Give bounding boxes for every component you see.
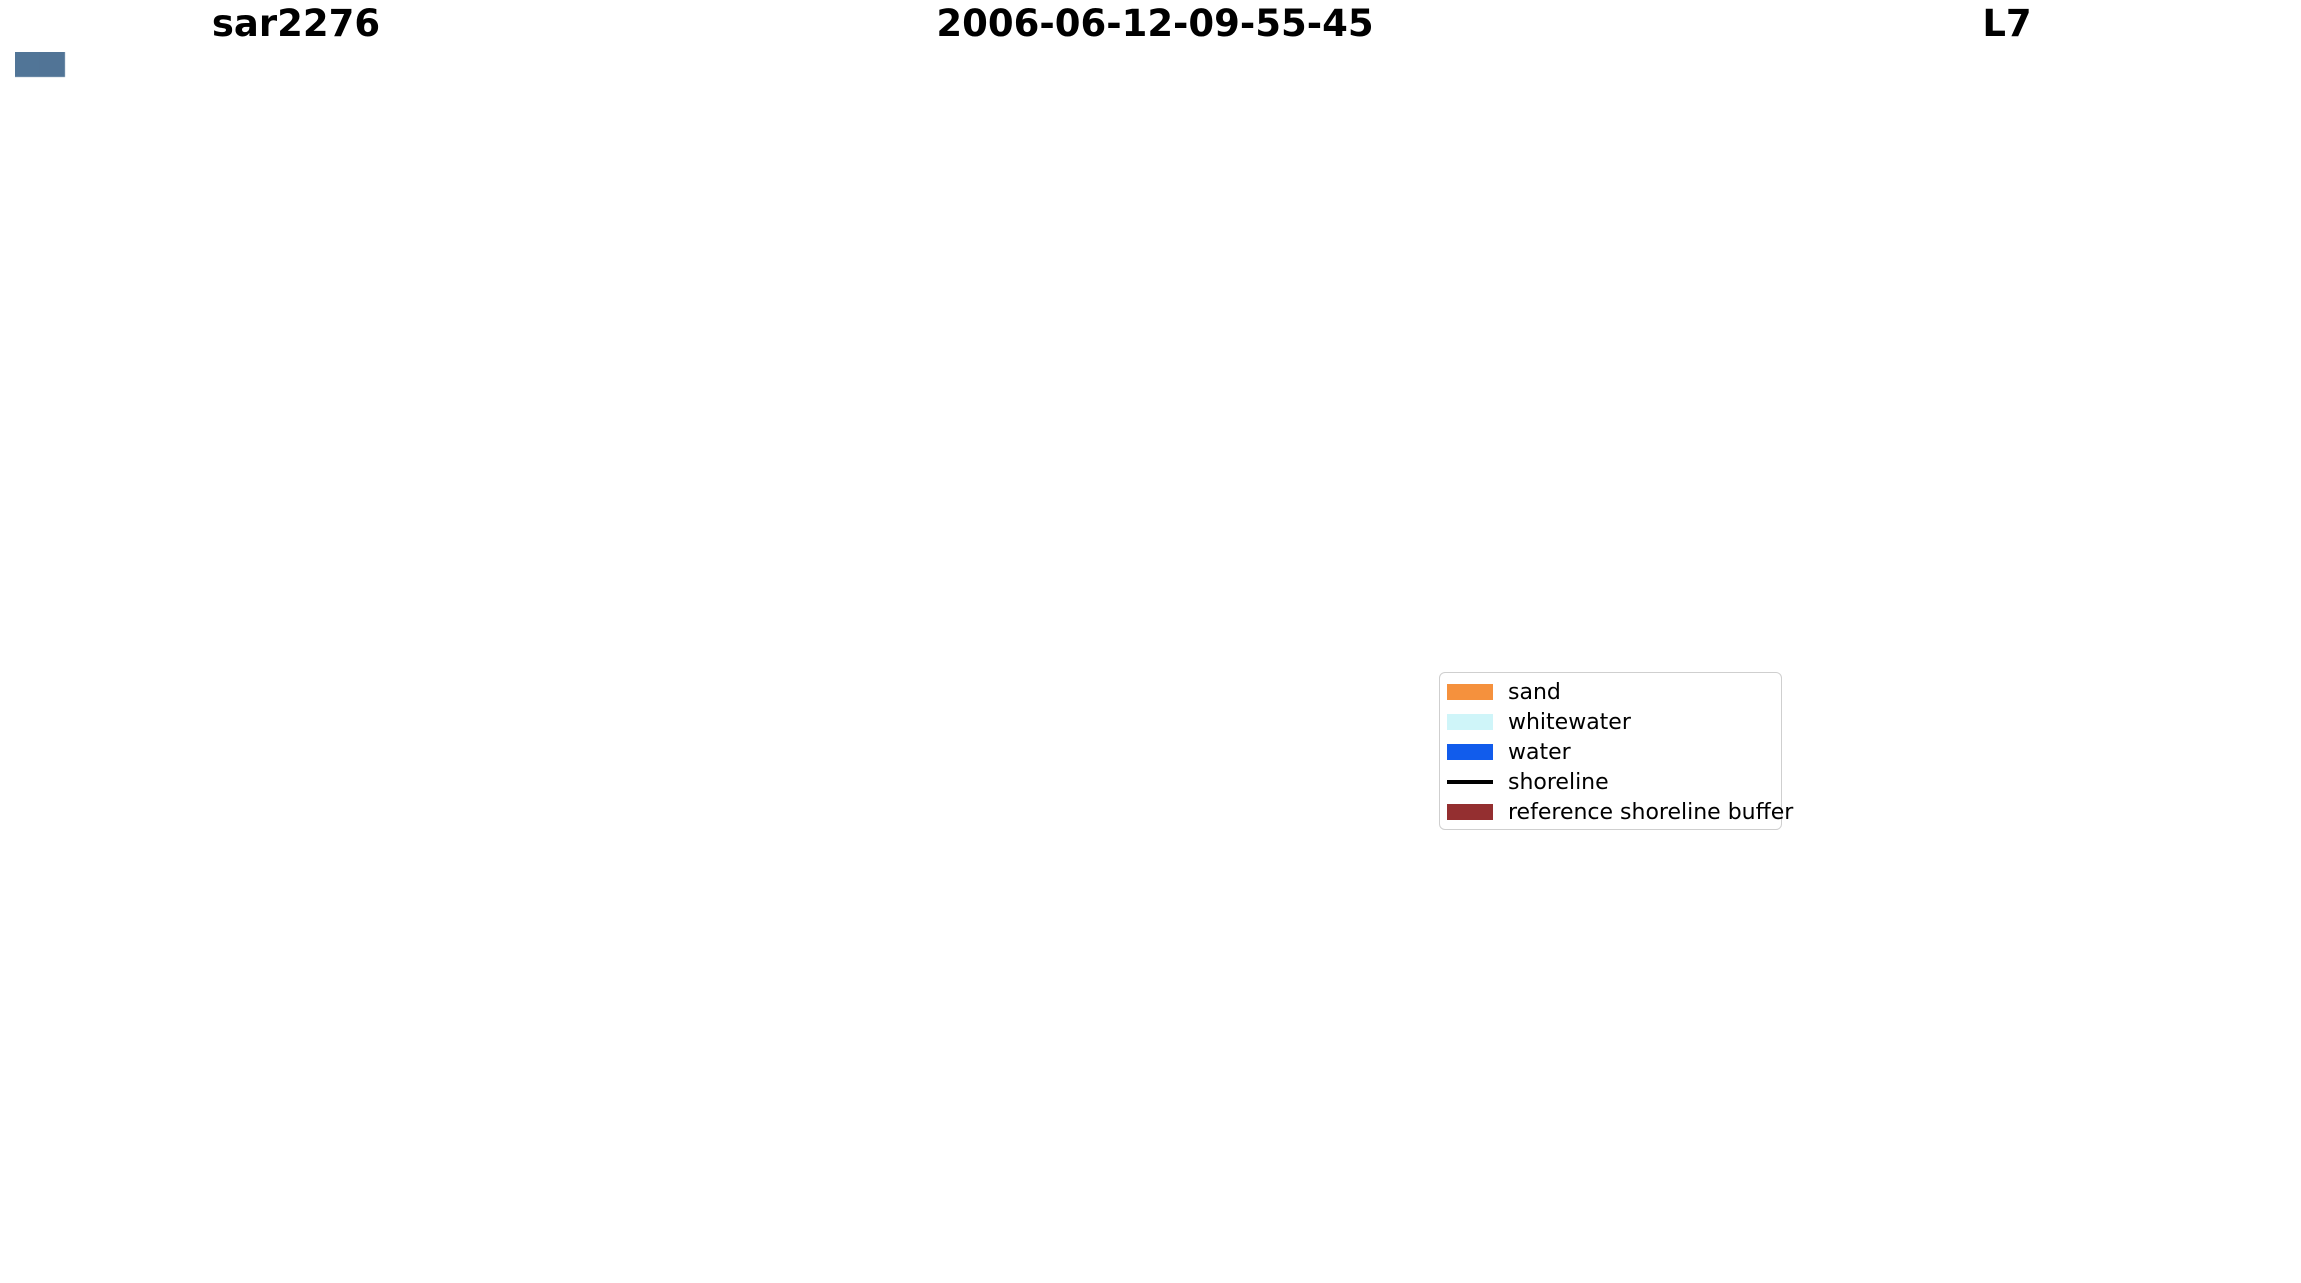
- l7-image-panel: [1726, 52, 2288, 1266]
- legend: sand whitewater water shoreline referenc…: [1439, 672, 1793, 830]
- panel-title-l7: L7: [1982, 2, 2032, 45]
- whitewater-swatch: [1447, 714, 1493, 730]
- reference-shoreline-buffer-swatch: [1447, 804, 1493, 820]
- legend-label: reference shoreline buffer: [1508, 799, 1794, 825]
- classified-image-panel: [874, 52, 1436, 1266]
- legend-row-whitewater: whitewater: [1447, 707, 1781, 737]
- legend-row-water: water: [1447, 737, 1781, 767]
- shoreline-line-icon: [1447, 780, 1493, 784]
- sand-swatch: [1447, 684, 1493, 700]
- legend-label: whitewater: [1508, 709, 1631, 735]
- legend-label: water: [1508, 739, 1571, 765]
- water-swatch: [1447, 744, 1493, 760]
- legend-label: sand: [1508, 679, 1561, 705]
- panel-title-sar: sar2276: [211, 2, 381, 45]
- legend-row-shoreline: shoreline: [1447, 767, 1781, 797]
- sar-image-panel: [15, 52, 577, 1266]
- legend-row-sand: sand: [1447, 677, 1781, 707]
- legend-label: shoreline: [1508, 769, 1609, 795]
- legend-row-reference-buffer: reference shoreline buffer: [1447, 797, 1793, 827]
- panel-title-date: 2006-06-12-09-55-45: [936, 2, 1374, 45]
